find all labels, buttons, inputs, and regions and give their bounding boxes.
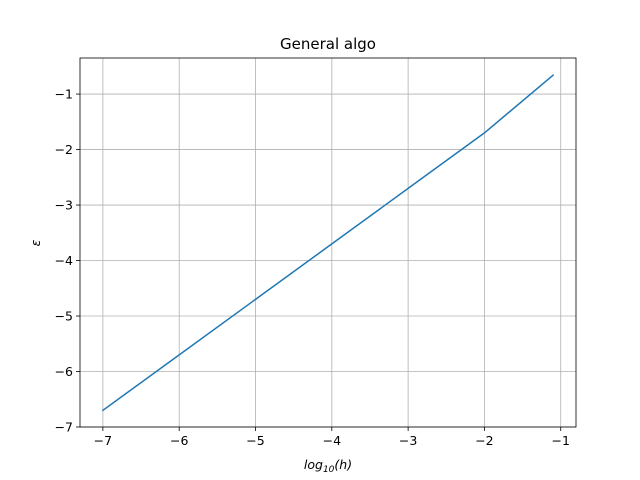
y-tick-label: −3 [55,198,73,213]
plot-frame [79,57,577,428]
ticks: −7 −6 −5 −4 −3 −2 −1 −7 −6 −5 −4 −3 −2 −1 [55,87,570,448]
x-tick-label: −4 [323,433,341,448]
x-axis-label-subscript: 10 [323,465,335,475]
y-tick-label: −2 [55,142,73,157]
chart-title: General algo [280,35,376,53]
x-tick-label: −1 [552,433,570,448]
x-tick-label: −7 [94,433,112,448]
y-tick-label: −4 [55,253,73,268]
x-axis-label-base: log [304,457,323,472]
series-layer [101,74,555,412]
grid [80,58,576,428]
y-tick-label: −6 [55,364,73,379]
x-axis-label-argument: (h) [334,457,352,472]
x-axis-label: log10(h) [304,457,352,475]
y-tick-label: −1 [55,87,73,102]
x-tick-label: −2 [475,433,493,448]
y-tick-label: −7 [55,420,73,435]
x-tick-label: −5 [246,433,264,448]
x-tick-label: −6 [170,433,188,448]
y-axis-label: ε [28,239,43,246]
y-tick-label: −5 [55,309,73,324]
x-tick-label: −3 [399,433,417,448]
series-line [101,74,555,412]
